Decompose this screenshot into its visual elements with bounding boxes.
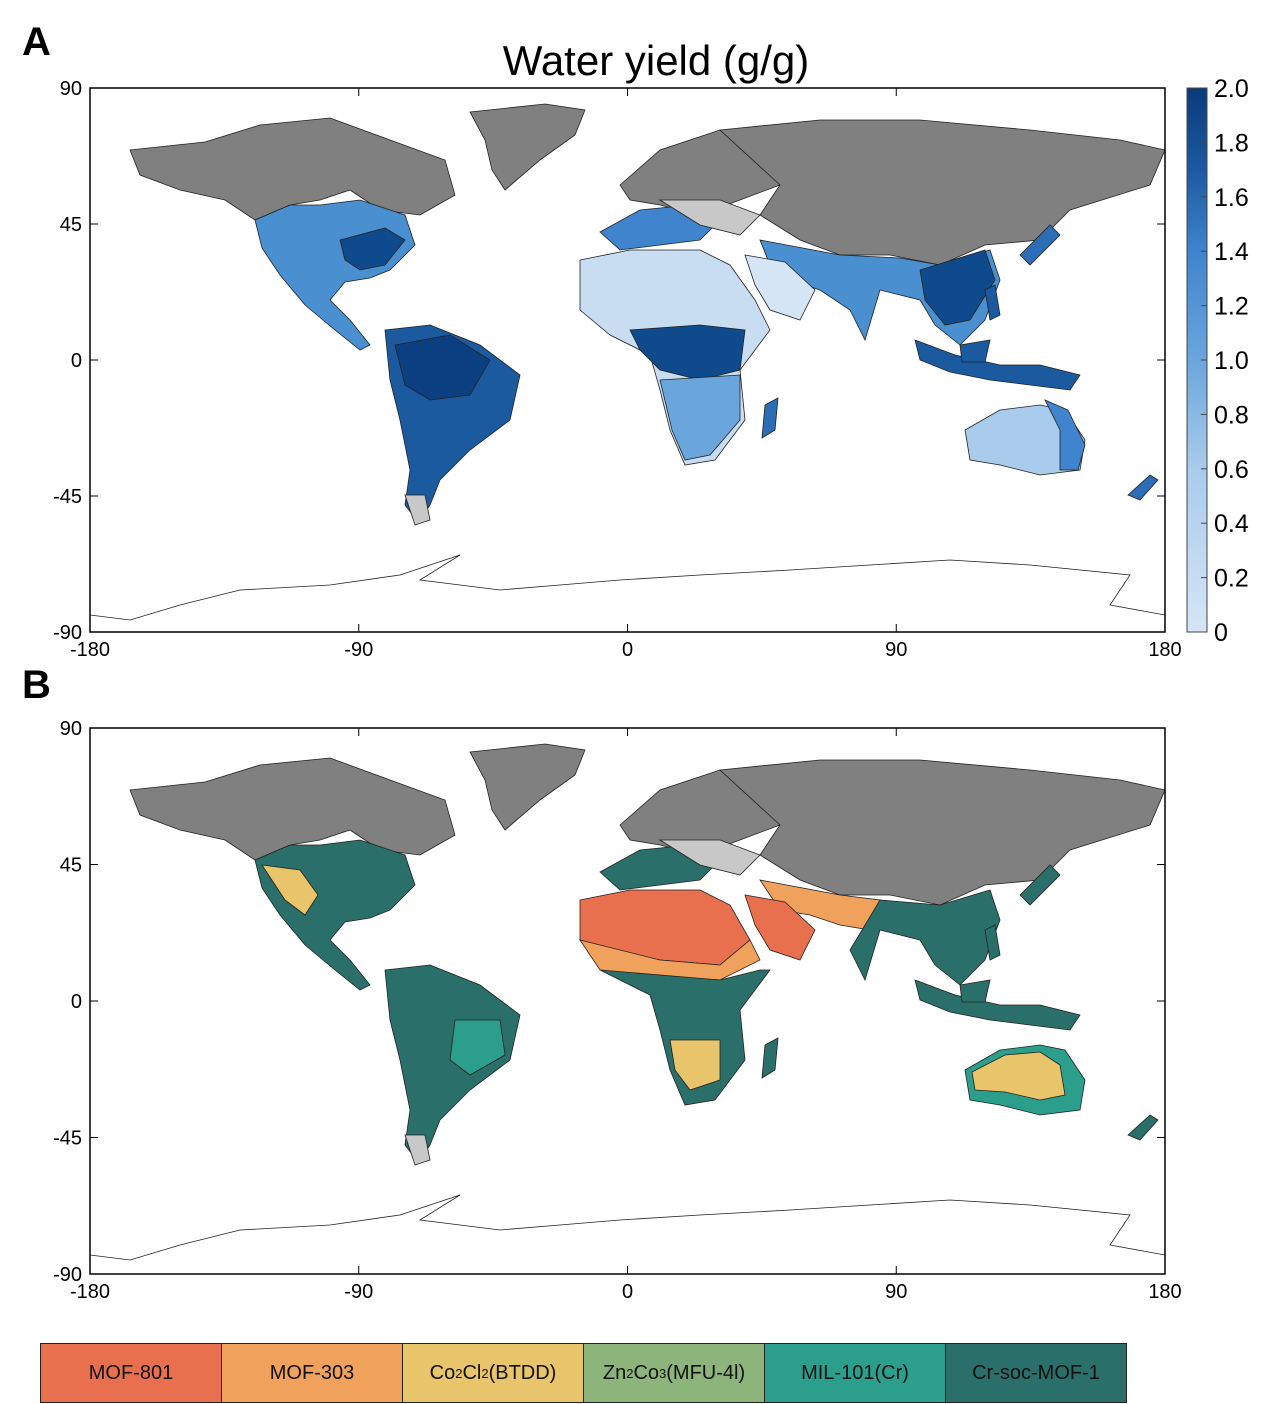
europe xyxy=(619,129,781,216)
legend-item: MOF-801 xyxy=(41,1344,222,1402)
panel-a-y-axis: 90 45 0 -45 -90 xyxy=(53,78,1165,644)
legend-label-part: 2 xyxy=(626,1365,634,1381)
legend-label-part: (BTDD) xyxy=(488,1361,557,1384)
legend-item: MIL-101(Cr) xyxy=(765,1344,946,1402)
y-tick-label: -90 xyxy=(53,622,82,644)
x-tick-label: 90 xyxy=(885,639,907,660)
indonesia xyxy=(914,339,1081,391)
legend-label-part: 2 xyxy=(481,1365,489,1381)
colorbar-tick-label: 0 xyxy=(1214,619,1228,647)
colorbar-tick-label: 1.6 xyxy=(1214,184,1249,212)
colorbar-tick-label: 0.6 xyxy=(1214,456,1249,484)
x-tick-label: 0 xyxy=(622,1281,633,1300)
colorbar-tick-label: 1.4 xyxy=(1214,238,1249,266)
legend-label-part: Zn xyxy=(602,1361,627,1384)
land-masses-b xyxy=(129,743,1166,1166)
x-tick-label: -90 xyxy=(344,1281,373,1300)
north-america-south xyxy=(254,199,416,351)
y-tick-label: 0 xyxy=(71,991,82,1013)
colorbar-tick-label: 1.8 xyxy=(1214,129,1249,157)
legend-label-part: Co xyxy=(429,1361,456,1384)
panel-b-y-axis: 90 45 0 -45 -90 xyxy=(53,718,1165,1286)
legend-label-part: 2 xyxy=(455,1365,463,1381)
y-tick-label: 90 xyxy=(60,78,82,100)
x-tick-label: -180 xyxy=(70,639,110,660)
legend-item: Co 2 Cl 2 (BTDD) xyxy=(403,1344,584,1402)
legend-label: MOF-303 xyxy=(269,1361,355,1384)
y-tick-label: 0 xyxy=(71,350,82,372)
y-tick-label: 90 xyxy=(60,718,82,740)
colorbar-tick-label: 1.0 xyxy=(1214,347,1249,375)
land-masses xyxy=(129,103,1166,526)
greenland xyxy=(469,103,586,191)
panel-a-x-axis: -180 -90 0 90 180 xyxy=(70,88,1182,660)
legend-label-part: Co xyxy=(633,1361,660,1384)
colorbar-tick-label: 0.2 xyxy=(1214,565,1249,593)
antarctica-outline xyxy=(89,554,1166,621)
antarctica-outline-b xyxy=(89,1194,1166,1261)
legend-label-part: (MFU-4l) xyxy=(666,1361,746,1384)
legend-label: Cr-soc-MOF-1 xyxy=(972,1361,1100,1384)
x-tick-label: 90 xyxy=(885,1281,907,1300)
y-tick-label: -90 xyxy=(53,1264,82,1286)
colorbar-tick-label: 1.2 xyxy=(1214,293,1249,321)
asia xyxy=(719,119,1166,266)
legend-item: Zn 2 Co 3 (MFU-4l) xyxy=(584,1344,765,1402)
y-tick-label: 45 xyxy=(60,855,82,877)
y-tick-label: 45 xyxy=(60,214,82,236)
panel-a-letter: A xyxy=(22,20,51,64)
colorbar-tick-label: 0.8 xyxy=(1214,401,1249,429)
x-tick-label: 0 xyxy=(622,639,633,660)
legend-label-part: 3 xyxy=(659,1365,667,1381)
arabia xyxy=(744,254,816,321)
panel-a-map: A Water yield (g/g) xyxy=(22,20,1249,660)
legend-label: MOF-801 xyxy=(88,1361,174,1384)
panel-b-x-axis: -180 -90 0 90 180 xyxy=(70,728,1182,1300)
panel-b-letter: B xyxy=(22,663,51,707)
y-tick-label: -45 xyxy=(53,486,82,508)
y-tick-label: -45 xyxy=(53,1128,82,1150)
mof-legend: MOF-801 MOF-303 Co 2 Cl 2 (BTDD) Zn 2 Co 3 (MFU-4l)… xyxy=(40,1343,1127,1403)
colorbar-tick-label: 2.0 xyxy=(1214,75,1249,103)
colorbar-tick-label: 0.4 xyxy=(1214,510,1249,538)
x-tick-label: 180 xyxy=(1148,639,1181,660)
colorbar-ticks: 2.0 1.8 1.6 1.4 1.2 1.0 0.8 0.6 0.4 0.2 0 xyxy=(1201,75,1249,647)
x-tick-label: -180 xyxy=(70,1281,110,1300)
panel-a-title: Water yield (g/g) xyxy=(503,37,810,84)
x-tick-label: -90 xyxy=(344,639,373,660)
legend-label: MIL-101(Cr) xyxy=(801,1361,909,1384)
legend-item: MOF-303 xyxy=(222,1344,403,1402)
legend-label-part: Cl xyxy=(462,1361,482,1384)
x-tick-label: 180 xyxy=(1148,1281,1181,1300)
legend-item: Cr-soc-MOF-1 xyxy=(946,1344,1126,1402)
